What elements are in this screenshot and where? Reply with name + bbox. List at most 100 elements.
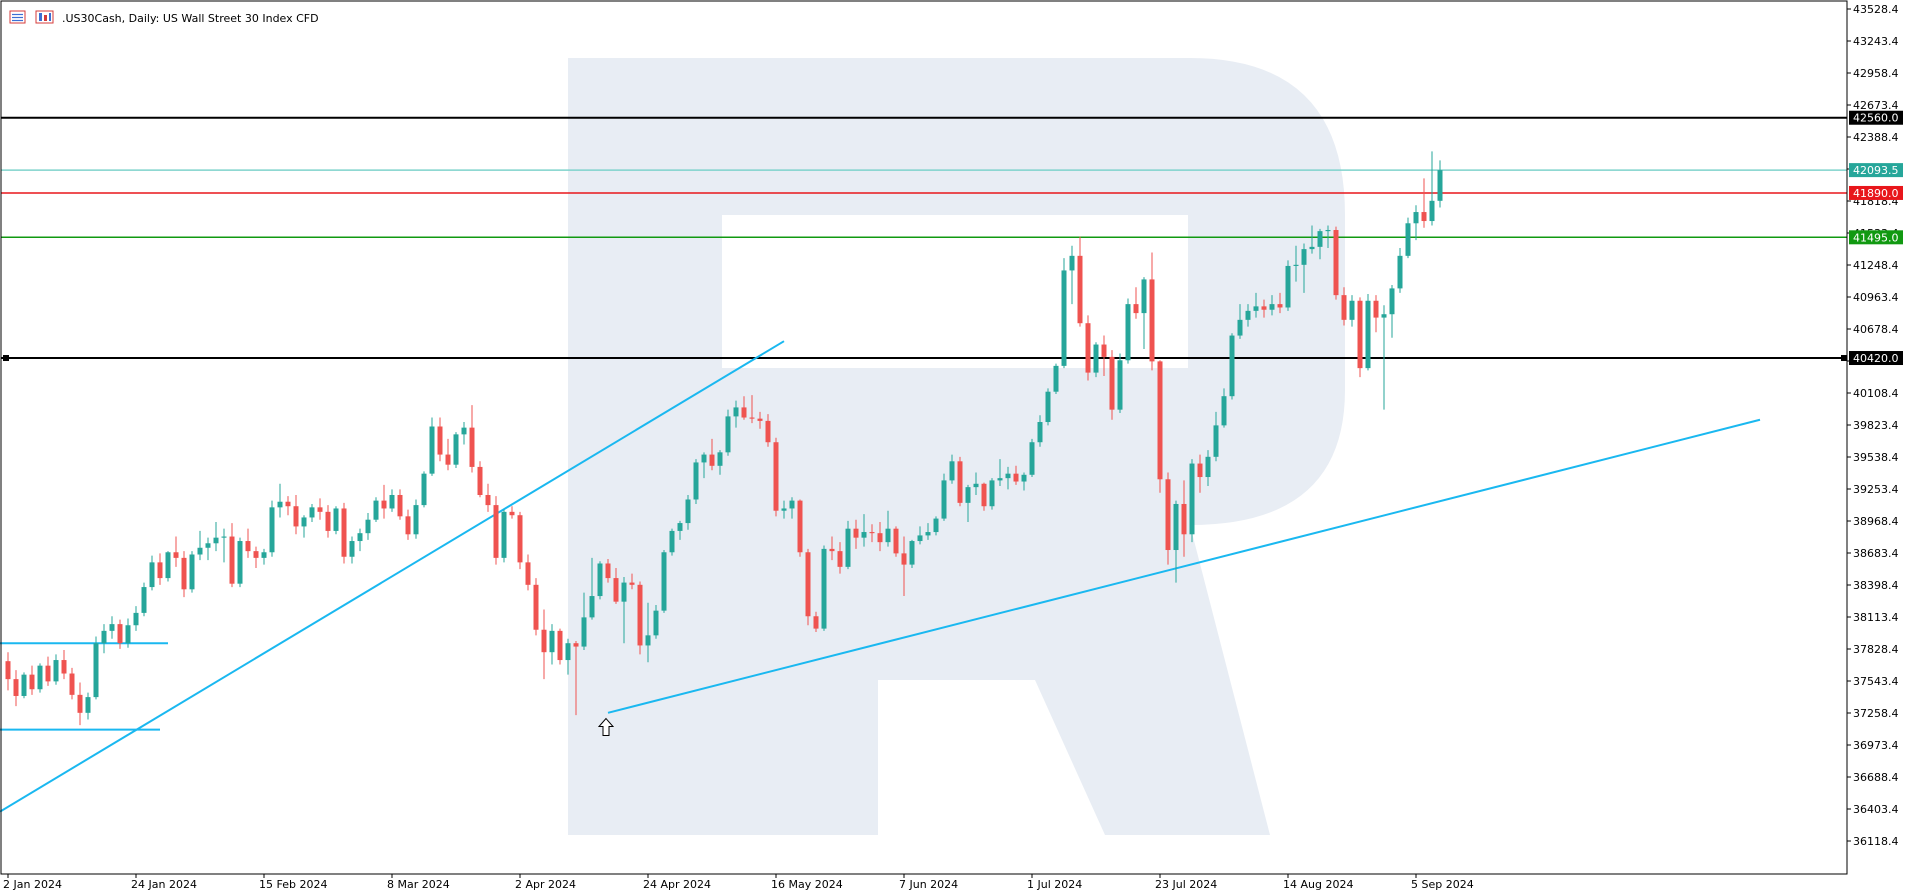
candle-body: [1165, 479, 1171, 551]
trendline-rising-support-main[interactable]: [607, 418, 1761, 714]
level-handle-right[interactable]: [1841, 355, 1847, 362]
candle: [1405, 217, 1411, 259]
candle: [1397, 247, 1403, 293]
candle-body: [317, 507, 323, 512]
candle: [101, 624, 107, 654]
candle-body: [437, 426, 443, 455]
x-tick-label: 24 Jan 2024: [131, 878, 197, 891]
candle: [1269, 295, 1275, 316]
candle-body: [1285, 265, 1291, 308]
candle-body: [1005, 473, 1011, 479]
trendline-rising-support-early[interactable]: [0, 340, 785, 813]
candle: [1021, 472, 1027, 491]
candle-body: [1053, 365, 1059, 392]
candle-body: [357, 533, 363, 542]
candle: [1181, 480, 1187, 557]
candle-body: [677, 523, 683, 531]
candle-body: [477, 466, 483, 495]
candle-body: [949, 461, 955, 481]
y-tick-label: 36973.4: [1853, 739, 1899, 752]
candle: [37, 663, 43, 693]
y-tick-label: 39823.4: [1853, 419, 1899, 432]
candle: [373, 497, 379, 522]
candle-body: [829, 548, 835, 552]
candle: [1109, 350, 1115, 420]
candle-body: [229, 536, 235, 584]
candle: [1101, 335, 1107, 376]
candle-body: [197, 547, 203, 555]
candle-body: [781, 508, 787, 511]
x-tick-label: 7 Jun 2024: [899, 878, 958, 891]
candle-body: [1093, 344, 1099, 373]
candle-body: [485, 494, 491, 506]
candle: [69, 667, 75, 700]
candle-body: [269, 507, 275, 553]
candle-body: [1245, 310, 1251, 320]
candle-body: [21, 674, 27, 696]
y-tick-label: 36403.4: [1853, 803, 1899, 816]
candle-body: [533, 584, 539, 630]
candle: [1237, 304, 1243, 339]
candle-body: [261, 552, 267, 558]
candle: [29, 665, 35, 695]
candle-body: [821, 548, 827, 629]
candle: [845, 520, 851, 570]
candle-body: [853, 528, 859, 538]
y-tick-label: 39538.4: [1853, 451, 1899, 464]
x-tick-label: 5 Sep 2024: [1411, 878, 1474, 891]
candle: [1141, 277, 1147, 350]
candle-body: [837, 551, 843, 567]
candle: [453, 432, 459, 469]
chart-list-icon[interactable]: [9, 10, 26, 24]
candle: [1221, 388, 1227, 428]
candle: [165, 551, 171, 582]
x-tick-label: 14 Aug 2024: [1283, 878, 1353, 891]
candle: [301, 515, 307, 538]
candle: [565, 638, 571, 675]
candle-body: [1389, 288, 1395, 315]
candle-body: [1029, 442, 1035, 475]
price-label-text: 41495.0: [1853, 231, 1899, 244]
candle: [469, 405, 475, 473]
up-arrow-icon[interactable]: [597, 717, 615, 737]
candle-body: [789, 500, 795, 509]
candle: [637, 581, 643, 655]
candle-body: [149, 562, 155, 588]
candle: [1253, 292, 1259, 318]
watermark-r-glyph: [568, 58, 1345, 835]
candle: [341, 502, 347, 564]
x-tick-label: 23 Jul 2024: [1155, 878, 1217, 891]
candle-body: [1301, 249, 1307, 265]
candle-body: [637, 584, 643, 646]
candle: [917, 526, 923, 545]
price-label-bg: [1849, 185, 1903, 200]
candle: [957, 456, 963, 507]
candle: [1077, 236, 1083, 327]
candle: [1437, 160, 1443, 208]
level-handle-left[interactable]: [3, 355, 9, 362]
candle-body: [157, 562, 163, 579]
price-label-41495.0: 41495.0: [1849, 230, 1903, 245]
price-label-bg: [1849, 163, 1903, 178]
candle: [1029, 438, 1035, 478]
candle: [1277, 292, 1283, 314]
candle: [5, 652, 11, 691]
plot-frame: [0, 0, 1848, 875]
candle: [541, 609, 547, 680]
candle-body: [141, 587, 147, 613]
candle: [989, 478, 995, 510]
y-tick-label: 40678.4: [1853, 323, 1899, 336]
candle-body: [1101, 344, 1107, 357]
candle-body: [1045, 391, 1051, 423]
candle: [797, 499, 803, 557]
candle: [853, 519, 859, 549]
candle-body: [885, 528, 891, 543]
candle-body: [333, 508, 339, 531]
chart-bars-icon[interactable]: [35, 10, 54, 24]
candle-body: [965, 487, 971, 503]
candle: [981, 482, 987, 511]
candle-body: [661, 552, 667, 611]
candle-body: [693, 462, 699, 500]
candle: [573, 640, 579, 716]
